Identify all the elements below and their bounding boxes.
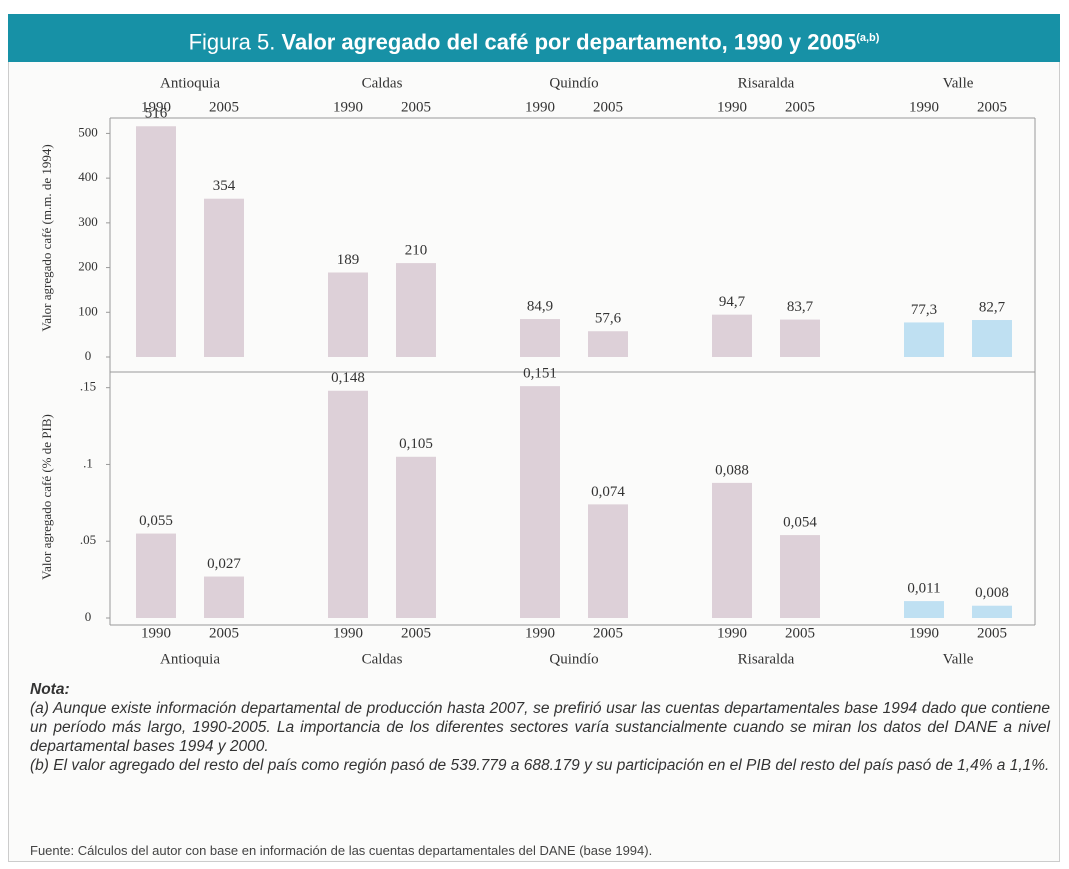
- y-tick-label: 0: [85, 609, 92, 624]
- x-tick-label: 2005: [209, 625, 239, 641]
- bar: [520, 319, 560, 357]
- bar: [904, 322, 944, 357]
- x-tick-label: 1990: [717, 625, 747, 641]
- group-label: Caldas: [362, 651, 403, 667]
- bar: [712, 482, 752, 618]
- bar: [204, 576, 244, 618]
- bar: [588, 331, 628, 357]
- bar: [780, 319, 820, 357]
- y-tick-label: 500: [78, 124, 98, 139]
- bar: [328, 390, 368, 618]
- value-label: 84,9: [527, 298, 553, 314]
- bar: [204, 198, 244, 357]
- x-tick-label: 2005: [209, 99, 239, 115]
- value-label: 516: [145, 106, 168, 122]
- note: (b) El valor agregado del resto del país…: [30, 757, 1050, 774]
- figure-label: Figura 5.: [188, 29, 276, 55]
- bar: [588, 504, 628, 618]
- group-label: Quindío: [549, 651, 598, 667]
- group-label: Valle: [943, 651, 974, 667]
- value-label: 0,011: [907, 581, 940, 597]
- bar: [136, 126, 176, 357]
- value-label: 57,6: [595, 311, 622, 327]
- group-label: Caldas: [362, 75, 403, 91]
- value-label: 0,008: [975, 585, 1009, 601]
- value-label: 94,7: [719, 294, 746, 310]
- value-label: 0,074: [591, 484, 625, 500]
- x-tick-label: 1990: [333, 99, 363, 115]
- y-tick-label: 0: [85, 348, 92, 363]
- notes: Nota: (a) Aunque existe información depa…: [30, 680, 1050, 775]
- y-tick-label: .1: [83, 455, 93, 470]
- x-tick-label: 1990: [525, 625, 555, 641]
- bar: [396, 456, 436, 618]
- group-label: Valle: [943, 75, 974, 91]
- value-label: 0,105: [399, 436, 433, 452]
- figure-superscript: (a,b): [856, 32, 880, 44]
- x-tick-label: 2005: [593, 625, 623, 641]
- value-label: 0,088: [715, 462, 749, 478]
- bar: [520, 386, 560, 618]
- x-tick-label: 1990: [141, 625, 171, 641]
- x-tick-label: 2005: [593, 99, 623, 115]
- bar: [780, 535, 820, 618]
- value-label: 354: [213, 178, 236, 194]
- value-label: 210: [405, 243, 428, 259]
- value-label: 83,7: [787, 299, 814, 315]
- bar: [712, 314, 752, 357]
- x-tick-label: 2005: [401, 625, 431, 641]
- bar: [136, 533, 176, 618]
- bar: [972, 320, 1012, 357]
- y-axis-label: Valor agregado café (% de PIB): [39, 414, 54, 580]
- notes-heading: Nota:: [30, 681, 70, 698]
- group-label: Quindío: [549, 75, 598, 91]
- y-tick-label: 100: [78, 303, 98, 318]
- y-tick-label: .15: [80, 379, 96, 394]
- bar: [396, 263, 436, 357]
- group-label: Antioquia: [160, 75, 220, 91]
- value-label: 0,054: [783, 515, 817, 531]
- group-label: Antioquia: [160, 651, 220, 667]
- x-tick-label: 2005: [785, 625, 815, 641]
- x-tick-label: 1990: [717, 99, 747, 115]
- bar: [972, 605, 1012, 618]
- value-label: 0,148: [331, 370, 365, 386]
- note: (a) Aunque existe información departamen…: [30, 700, 1050, 755]
- x-tick-label: 2005: [977, 625, 1007, 641]
- group-label: Risaralda: [738, 75, 795, 91]
- figure-title: Valor agregado del café por departamento…: [281, 29, 857, 55]
- y-tick-label: 200: [78, 259, 98, 274]
- x-tick-label: 2005: [401, 99, 431, 115]
- value-label: 82,7: [979, 299, 1006, 315]
- figure-header: Figura 5. Valor agregado del café por de…: [8, 14, 1060, 62]
- value-label: 0,151: [523, 366, 557, 382]
- value-label: 189: [337, 252, 360, 268]
- value-label: 77,3: [911, 302, 937, 318]
- x-tick-label: 2005: [977, 99, 1007, 115]
- group-label: Risaralda: [738, 651, 795, 667]
- y-axis-label: Valor agregado café (m.m. de 1994): [39, 144, 54, 331]
- x-tick-label: 1990: [909, 625, 939, 641]
- x-tick-label: 1990: [141, 99, 171, 115]
- x-tick-label: 1990: [525, 99, 555, 115]
- x-tick-label: 2005: [785, 99, 815, 115]
- x-tick-label: 1990: [909, 99, 939, 115]
- value-label: 0,055: [139, 513, 173, 529]
- y-tick-label: 300: [78, 214, 98, 229]
- source: Fuente: Cálculos del autor con base en i…: [30, 843, 653, 858]
- bar: [328, 272, 368, 357]
- value-label: 0,027: [207, 556, 241, 572]
- y-tick-label: .05: [80, 532, 96, 547]
- x-tick-label: 1990: [333, 625, 363, 641]
- y-tick-label: 400: [78, 169, 98, 184]
- bar: [904, 601, 944, 618]
